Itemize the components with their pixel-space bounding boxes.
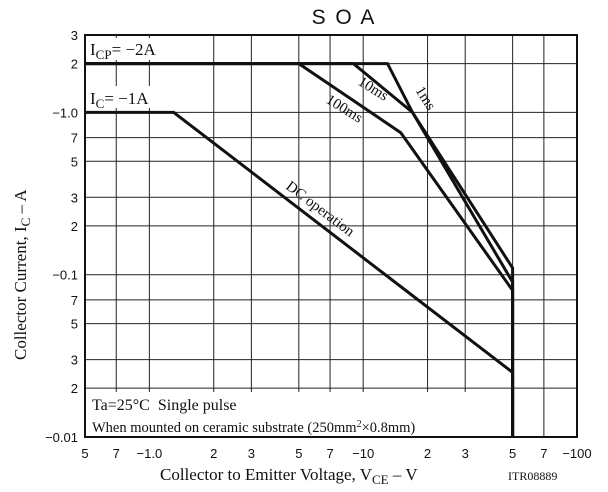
y-tick-label: 3 — [71, 353, 78, 368]
x-tick-label: −100 — [562, 446, 591, 461]
y-axis-title: Collector Current, IC – A — [11, 189, 33, 360]
x-tick-label: 7 — [326, 446, 333, 461]
icp-label-bg — [88, 38, 178, 60]
conditions-box — [86, 392, 510, 436]
soa-curves — [85, 62, 515, 437]
x-tick-label: 5 — [295, 446, 302, 461]
x-tick-label: 3 — [462, 446, 469, 461]
x-tick-label: 5 — [509, 446, 516, 461]
conditions-text: Ta=25°C Single pulse — [92, 397, 237, 414]
y-tick-label: 2 — [71, 381, 78, 396]
y-tick-labels: −0.01 2 3 5 7 −0.1 2 3 5 7 −1.0 2 3 — [45, 28, 78, 445]
ic-label-bg — [88, 86, 168, 108]
y-tick-label: 3 — [71, 190, 78, 205]
soa-curve-100ms — [85, 62, 515, 437]
x-tick-label: 3 — [248, 446, 255, 461]
x-tick-label: −1.0 — [137, 446, 163, 461]
x-tick-label: −10 — [352, 446, 374, 461]
y-tick-label: 5 — [71, 317, 78, 332]
y-tick-label: 7 — [71, 293, 78, 308]
chart-code: ITR08889 — [508, 469, 557, 483]
x-axis-title: Collector to Emitter Voltage, VCE – V — [160, 465, 418, 487]
y-tick-label: 2 — [71, 219, 78, 234]
y-tick-label: −0.01 — [45, 430, 78, 445]
x-tick-label: 7 — [113, 446, 120, 461]
x-tick-label: 5 — [81, 446, 88, 461]
soa-curve-dc-operation — [85, 110, 515, 437]
y-tick-label: −0.1 — [52, 268, 78, 283]
y-tick-label: 2 — [71, 57, 78, 72]
y-tick-label: 3 — [71, 28, 78, 43]
y-tick-label: −1.0 — [52, 105, 78, 120]
chart-title: S O A — [312, 6, 377, 29]
x-tick-label: 2 — [424, 446, 431, 461]
x-tick-label: 2 — [210, 446, 217, 461]
ic-label: IC= −1A — [90, 89, 149, 111]
plot-frame — [84, 34, 578, 438]
mount-note: When mounted on ceramic substrate (250mm… — [92, 419, 415, 436]
y-tick-label: 5 — [71, 154, 78, 169]
x-tick-label: 7 — [540, 446, 547, 461]
y-tick-label: 7 — [71, 131, 78, 146]
x-tick-labels: 5 7 −1.0 2 3 5 7 −10 2 3 5 7 −100 — [81, 446, 591, 461]
icp-label: ICP= −2A — [90, 40, 157, 62]
